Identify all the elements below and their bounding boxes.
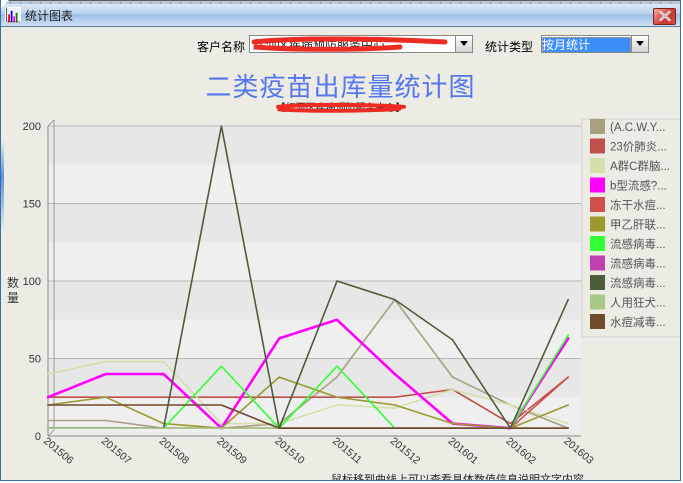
svg-text:50: 50 <box>29 354 41 366</box>
svg-text:流感病毒...: 流感病毒... <box>610 237 666 251</box>
svg-text:201511: 201511 <box>330 435 364 466</box>
svg-text:量: 量 <box>7 291 19 305</box>
svg-text:甲乙肝联...: 甲乙肝联... <box>610 218 666 232</box>
svg-text:人用狂犬...: 人用狂犬... <box>610 296 666 310</box>
svg-text:201508: 201508 <box>157 435 192 467</box>
svg-text:流感病毒...: 流感病毒... <box>610 276 666 290</box>
svg-text:201602: 201602 <box>503 435 538 467</box>
svg-text:150: 150 <box>23 199 41 211</box>
svg-text:200: 200 <box>23 121 41 133</box>
svg-text:A群C群脑...: A群C群脑... <box>610 159 670 173</box>
svg-text:201512: 201512 <box>388 435 423 467</box>
svg-text:数: 数 <box>7 275 19 290</box>
svg-text:201601: 201601 <box>446 435 481 467</box>
svg-text:201510: 201510 <box>272 435 307 467</box>
svg-text:100: 100 <box>23 276 41 288</box>
svg-text:201509: 201509 <box>214 435 249 467</box>
svg-text:(A.C.W.Y...: (A.C.W.Y... <box>610 122 665 134</box>
svg-text:201603: 201603 <box>561 435 596 467</box>
svg-text:23价肺炎...: 23价肺炎... <box>610 141 667 154</box>
svg-text:201506: 201506 <box>41 435 76 467</box>
svg-text:201507: 201507 <box>99 435 134 467</box>
svg-text:流感病毒...: 流感病毒... <box>610 257 666 271</box>
svg-text:水痘减毒...: 水痘减毒... <box>610 315 666 329</box>
svg-text:冻干水痘...: 冻干水痘... <box>610 198 666 212</box>
svg-text:0: 0 <box>35 431 41 443</box>
svg-text:b型流感?...: b型流感?... <box>610 179 667 193</box>
